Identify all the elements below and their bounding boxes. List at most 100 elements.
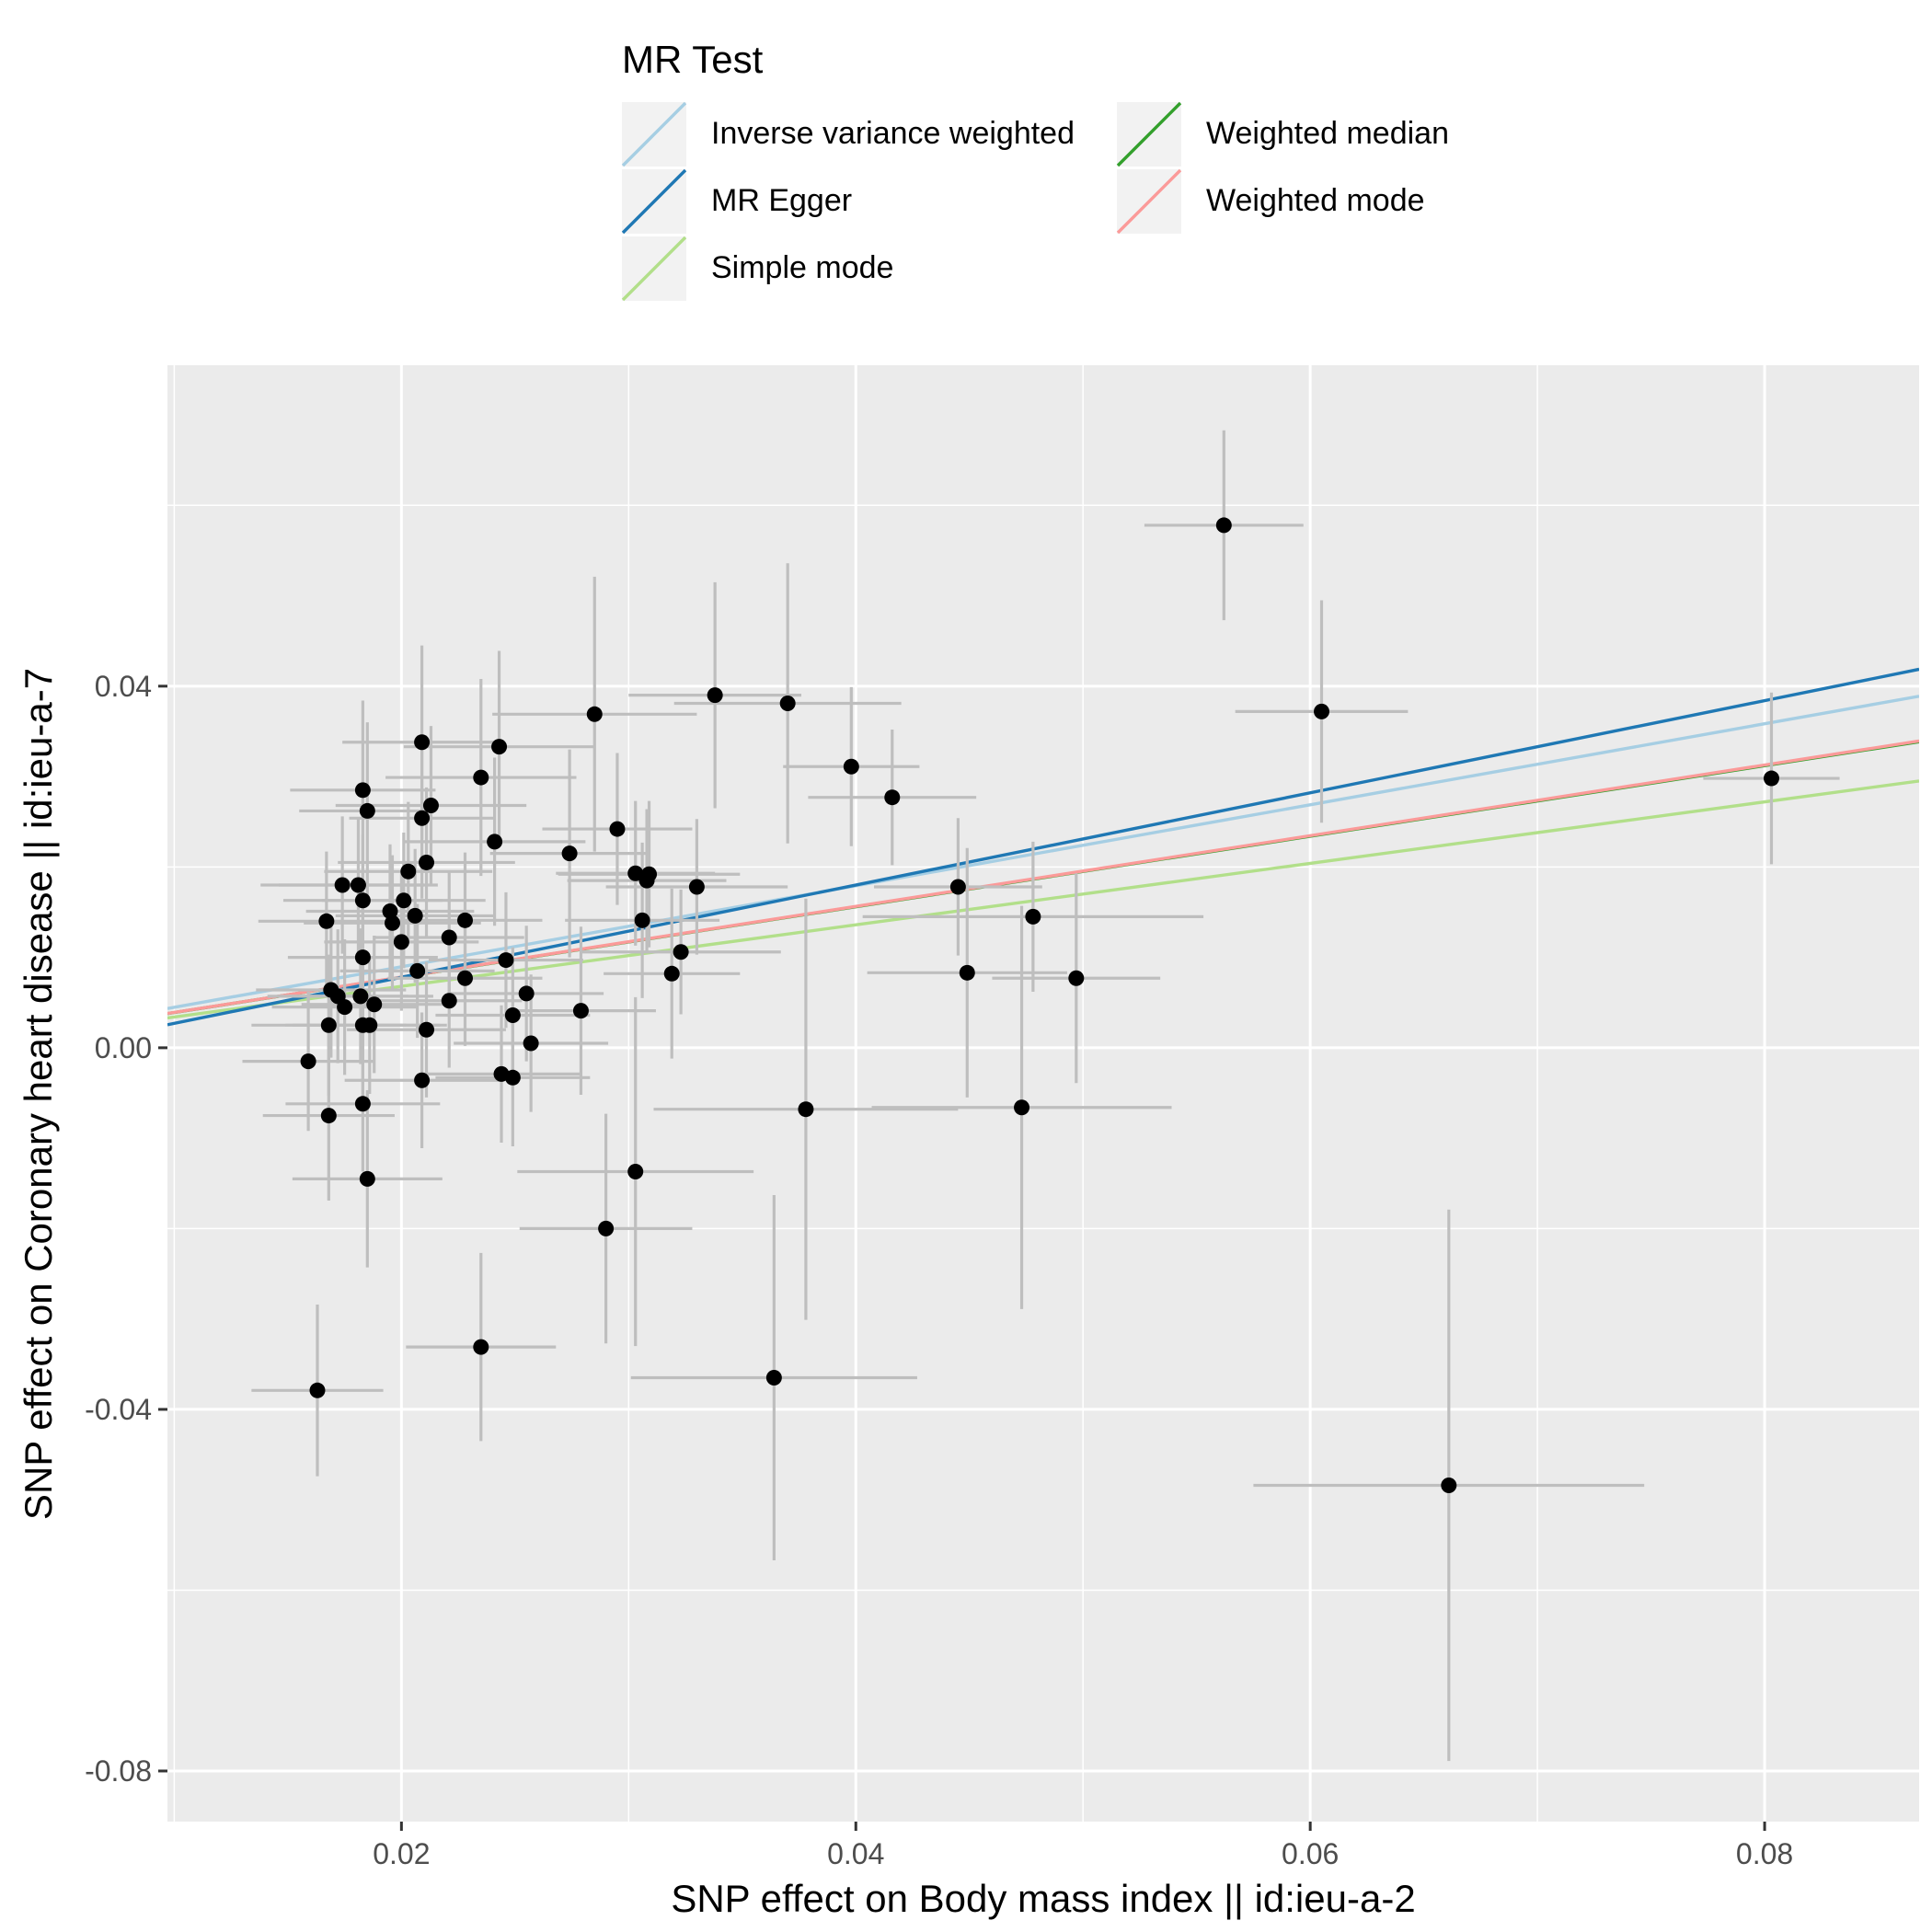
x-axis-title: SNP effect on Body mass index || id:ieu-… <box>671 1877 1415 1920</box>
data-point <box>473 769 489 786</box>
data-point <box>504 1069 521 1086</box>
plot-panel <box>167 365 1919 1822</box>
data-point <box>627 1163 644 1179</box>
data-point <box>354 1096 371 1112</box>
data-point <box>318 913 335 929</box>
data-point <box>798 1101 814 1118</box>
data-point <box>441 993 457 1009</box>
legend: MR Test Inverse variance weighted MR Egge… <box>621 38 1449 302</box>
data-point <box>320 1017 337 1033</box>
data-point <box>352 988 369 1005</box>
mr-line-weighted-mode <box>167 739 1919 1016</box>
data-point <box>414 1072 431 1088</box>
mr-line-mr-egger <box>167 667 1919 1027</box>
x-tick-label: 0.02 <box>373 1837 430 1870</box>
data-point <box>309 1382 326 1398</box>
data-point <box>673 944 689 960</box>
data-point <box>320 1108 337 1124</box>
data-point <box>707 687 723 704</box>
axes: 0.02 0.04 0.06 0.08 -0.08 -0.04 0.00 0.04 <box>85 670 1793 1870</box>
x-tick-label: 0.04 <box>827 1837 884 1870</box>
legend-item: Simple mode <box>621 236 893 302</box>
data-point <box>638 872 655 889</box>
data-point <box>609 821 626 837</box>
legend-label: Simple mode <box>711 250 893 285</box>
data-point <box>400 863 417 880</box>
legend-label: MR Egger <box>711 183 852 218</box>
data-point <box>572 1003 589 1019</box>
data-point <box>359 802 375 819</box>
y-axis-title: SNP effect on Coronary heart disease || … <box>17 668 60 1520</box>
data-point <box>473 1339 489 1355</box>
data-point <box>1025 908 1041 925</box>
data-point <box>627 865 644 881</box>
data-point <box>419 1021 435 1038</box>
x-tick-label: 0.08 <box>1736 1837 1793 1870</box>
legend-item: Weighted median <box>1116 101 1449 167</box>
data-point <box>350 877 366 893</box>
data-point <box>843 758 859 775</box>
mr-line-inverse-variance-weighted <box>167 695 1919 1010</box>
data-point <box>362 1017 378 1033</box>
data-point <box>354 892 371 909</box>
y-tick-label: -0.04 <box>85 1393 152 1426</box>
data-point <box>354 782 371 799</box>
data-point <box>523 1035 539 1052</box>
x-tick-label: 0.06 <box>1282 1837 1339 1870</box>
legend-item: Weighted mode <box>1116 168 1425 235</box>
data-point <box>765 1370 782 1386</box>
data-point <box>1068 970 1085 986</box>
legend-swatch-line <box>621 168 687 235</box>
data-point <box>634 912 650 928</box>
legend-label: Weighted mode <box>1206 183 1425 218</box>
data-point <box>1763 770 1779 787</box>
data-point <box>561 845 578 862</box>
data-point <box>359 1170 375 1187</box>
data-point <box>663 965 680 982</box>
data-point <box>884 789 901 806</box>
data-point <box>1215 517 1232 534</box>
data-point <box>334 877 351 893</box>
data-point <box>409 962 426 979</box>
data-point <box>518 985 535 1002</box>
data-point <box>300 1053 316 1070</box>
data-point <box>487 834 503 850</box>
data-point <box>382 903 398 920</box>
data-point <box>1441 1477 1457 1493</box>
data-point <box>407 907 423 924</box>
data-point <box>414 810 431 826</box>
legend-swatch-line <box>621 101 687 167</box>
data-point <box>441 929 457 946</box>
data-point <box>1314 703 1330 719</box>
legend-swatch-line <box>1116 168 1182 235</box>
data-point <box>384 914 400 931</box>
data-points <box>300 517 1779 1493</box>
data-point <box>949 879 966 895</box>
data-point <box>779 695 796 711</box>
data-point <box>1014 1099 1030 1116</box>
data-point <box>688 879 705 895</box>
data-point <box>396 892 412 909</box>
data-point <box>419 854 435 870</box>
data-point <box>422 798 439 814</box>
legend-item: MR Egger <box>621 168 852 235</box>
legend-label: Inverse variance weighted <box>711 116 1075 151</box>
data-point <box>457 912 474 928</box>
grid-minor <box>167 365 1919 1822</box>
legend-item: Inverse variance weighted <box>621 101 1075 167</box>
y-tick-label: 0.00 <box>95 1031 152 1064</box>
data-point <box>337 999 353 1016</box>
data-point <box>366 996 383 1013</box>
grid-major <box>167 365 1919 1822</box>
data-point <box>414 734 431 751</box>
legend-swatch-line <box>1116 101 1182 167</box>
y-tick-label: 0.04 <box>95 670 152 703</box>
legend-label: Weighted median <box>1206 116 1449 151</box>
legend-swatch-line <box>621 236 687 302</box>
data-point <box>504 1007 521 1024</box>
data-point <box>959 964 975 981</box>
data-point <box>457 970 474 986</box>
data-point <box>598 1220 615 1236</box>
